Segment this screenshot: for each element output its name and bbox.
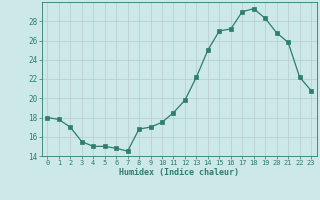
X-axis label: Humidex (Indice chaleur): Humidex (Indice chaleur) <box>119 168 239 177</box>
